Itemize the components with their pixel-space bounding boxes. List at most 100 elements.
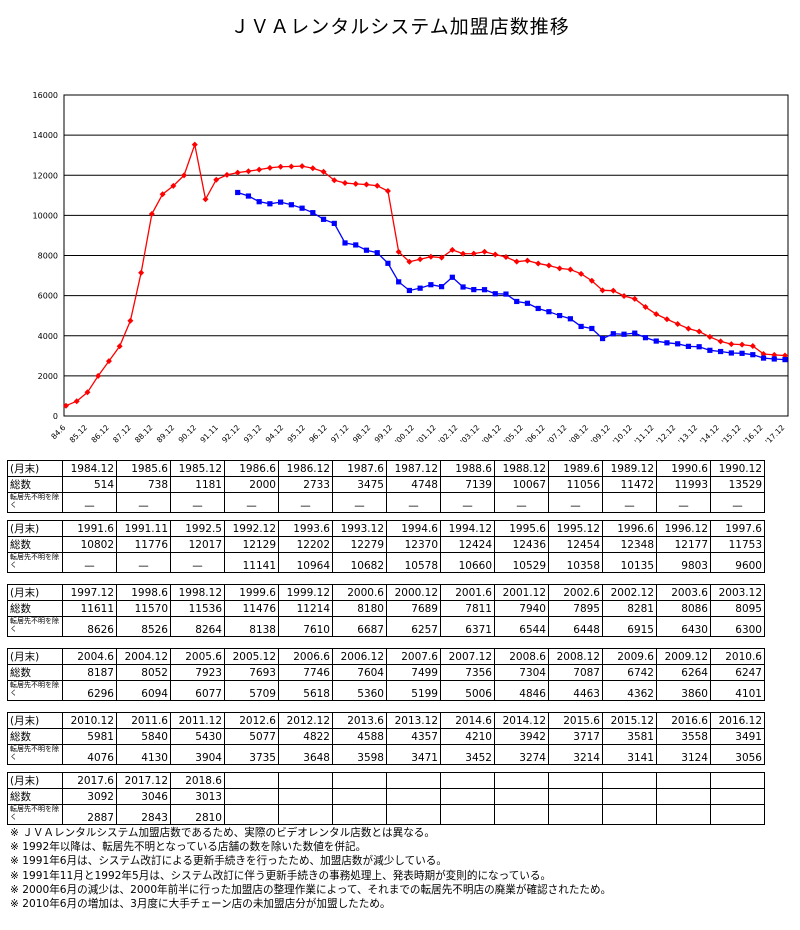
- period-cell: 2015.6: [548, 712, 603, 729]
- series-point-1: [384, 188, 391, 195]
- total-cell: 4822: [278, 728, 333, 745]
- period-cell: [440, 772, 495, 789]
- excl-cell: [440, 804, 495, 825]
- total-cell: 738: [116, 476, 171, 493]
- footnotes: ※ ＪＶＡレンタルシステム加盟店数であるため、実際のビデオレンタル店数とは異なる…: [10, 826, 611, 911]
- excl-cell: 6296: [62, 680, 117, 701]
- excl-cell: 4130: [116, 744, 171, 765]
- series-point-1: [642, 304, 649, 311]
- series-point-2: [782, 357, 788, 363]
- total-cell: 11570: [116, 600, 171, 617]
- total-cell: 4357: [386, 728, 441, 745]
- total-cell: 2000: [224, 476, 279, 493]
- series-point-2: [739, 350, 745, 356]
- excl-cell: [278, 804, 333, 825]
- x-tick-label: 97.12: [329, 423, 351, 445]
- excl-cell: 2843: [116, 804, 171, 825]
- x-tick-label: '11.12: [633, 423, 656, 446]
- period-cell: 1994.6: [386, 520, 441, 537]
- excl-cell: 3648: [278, 744, 333, 765]
- excl-cell: 3124: [656, 744, 711, 765]
- footnote-item: ※ 2010年6月の増加は、3月度に大手チェーン店の未加盟店分が加盟したため。: [10, 898, 391, 911]
- y-tick-label: 12000: [33, 171, 58, 180]
- period-cell: 1992.5: [170, 520, 225, 537]
- period-cell: [548, 772, 603, 789]
- excl-cell: 3274: [494, 744, 549, 765]
- total-cell: 5430: [170, 728, 225, 745]
- total-cell: [386, 788, 441, 805]
- y-tick-label: 6000: [38, 292, 58, 301]
- period-cell: 1987.6: [332, 460, 387, 477]
- x-tick-label: '02.12: [437, 423, 460, 446]
- period-cell: [386, 772, 441, 789]
- total-cell: 3475: [332, 476, 387, 493]
- excl-cell: —: [224, 492, 279, 513]
- series-point-2: [245, 193, 252, 199]
- excl-cell: 6257: [386, 616, 441, 637]
- period-cell: 2008.12: [548, 648, 603, 665]
- total-cell: 12129: [224, 536, 279, 553]
- total-cell: 8052: [116, 664, 171, 681]
- total-cell: 12454: [548, 536, 603, 553]
- total-cell: 6742: [602, 664, 657, 681]
- series-point-1: [170, 182, 177, 189]
- total-cell: 12424: [440, 536, 495, 553]
- series-point-2: [535, 305, 541, 312]
- total-cell: 5840: [116, 728, 171, 745]
- total-cell: 7693: [224, 664, 279, 681]
- total-cell: [278, 788, 333, 805]
- series-line-2: [237, 191, 786, 361]
- excl-cell: 10529: [494, 552, 549, 573]
- total-cell: 3013: [170, 788, 225, 805]
- series-point-1: [63, 402, 69, 409]
- total-cell: 11472: [602, 476, 657, 493]
- x-tick-label: 89.12: [155, 423, 177, 445]
- excl-cell: 9600: [710, 552, 765, 573]
- excl-cell: 8626: [62, 616, 117, 637]
- period-cell: 1996.6: [602, 520, 657, 537]
- total-cell: 11993: [656, 476, 711, 493]
- total-cell: 11476: [224, 600, 279, 617]
- y-tick-label: 14000: [33, 131, 58, 140]
- x-tick-label: 95.12: [286, 423, 308, 445]
- series-point-2: [632, 330, 638, 336]
- x-tick-label: '08.12: [567, 423, 590, 446]
- y-tick-label: 10000: [33, 211, 58, 220]
- excl-cell: —: [62, 552, 117, 573]
- excl-cell: [224, 804, 279, 825]
- excl-cell: 2810: [170, 804, 225, 825]
- series-point-2: [428, 282, 434, 288]
- total-cell: 4748: [386, 476, 441, 493]
- series-point-1: [299, 163, 306, 170]
- period-cell: 1988.6: [440, 460, 495, 477]
- total-label: 総数: [7, 476, 63, 493]
- excl-cell: —: [278, 492, 333, 513]
- total-label: 総数: [7, 664, 63, 681]
- y-tick-label: 2000: [38, 372, 58, 381]
- period-cell: 2003.6: [656, 584, 711, 601]
- period-label: (月末): [7, 584, 63, 601]
- period-label: (月末): [7, 460, 63, 477]
- excl-cell: 4463: [548, 680, 603, 701]
- table-row: 転居先不明を除く 2887 2843 2810: [7, 804, 765, 825]
- series-point-1: [492, 251, 499, 258]
- total-cell: 12279: [332, 536, 387, 553]
- period-cell: 2009.12: [656, 648, 711, 665]
- excl-cell: [386, 804, 441, 825]
- y-tick-label: 8000: [38, 252, 58, 261]
- series-point-1: [95, 372, 102, 379]
- series-point-1: [181, 172, 188, 179]
- total-cell: 8086: [656, 600, 711, 617]
- excl-cell: —: [602, 492, 657, 513]
- excl-cell: 9803: [656, 552, 711, 573]
- period-cell: 1990.12: [710, 460, 765, 477]
- table-row: 転居先不明を除く — — — — — — — — — — — — —: [7, 492, 765, 513]
- y-tick-label: 4000: [38, 332, 58, 341]
- period-cell: 1985.6: [116, 460, 171, 477]
- total-cell: 2733: [278, 476, 333, 493]
- period-cell: 2011.12: [170, 712, 225, 729]
- series-point-1: [266, 164, 273, 171]
- total-cell: 7811: [440, 600, 495, 617]
- excl-cell: 6687: [332, 616, 387, 637]
- period-cell: 2012.6: [224, 712, 279, 729]
